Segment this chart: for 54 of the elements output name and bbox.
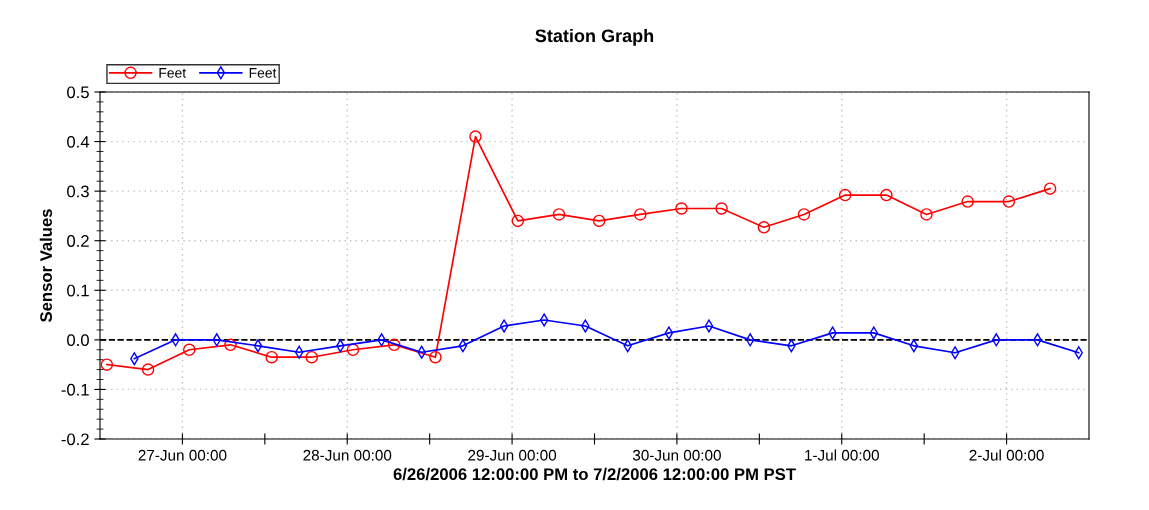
y-tick-label: 0.0 (67, 334, 89, 347)
point (909, 339, 919, 353)
point (305, 350, 319, 364)
point (458, 339, 468, 353)
point (346, 343, 360, 357)
legend-label: Feet (159, 68, 187, 78)
x-tick-label: 28-Jun 00:00 (303, 449, 392, 461)
point (961, 195, 974, 208)
point (511, 214, 525, 228)
point (183, 343, 196, 357)
point (950, 346, 960, 360)
point (715, 202, 728, 215)
y-tick-label: -0.1 (61, 383, 89, 396)
point (141, 363, 155, 376)
point (675, 202, 688, 215)
point (757, 221, 771, 234)
point (539, 313, 549, 327)
point (253, 339, 263, 353)
y-tick-label: 0.3 (67, 185, 89, 198)
point (920, 208, 933, 221)
chart-title: Station Graph (535, 28, 654, 46)
point (664, 326, 674, 340)
y-tick-label: -0.2 (61, 433, 89, 446)
y-tick-label: 0.5 (67, 86, 89, 99)
y-tick-label: 0.2 (67, 235, 89, 247)
point (1002, 195, 1016, 208)
point (387, 338, 401, 352)
legend-label: Feet (249, 68, 277, 78)
x-tick-label: 27-Jun 00:00 (138, 449, 227, 461)
y-tick-label: 0.4 (67, 135, 90, 148)
point (745, 333, 755, 347)
x-tick-label: 1-Jul 00:00 (805, 449, 879, 461)
point (797, 208, 811, 221)
point (499, 319, 509, 333)
point (265, 350, 278, 364)
y-axis-title: Sensor Values (39, 209, 53, 322)
point (100, 358, 114, 371)
point (429, 350, 442, 364)
point (552, 208, 566, 221)
point (469, 130, 482, 143)
x-axis-title: 6/26/2006 12:00:00 PM to 7/2/2006 12:00:00 PM PST (393, 467, 796, 481)
point (880, 188, 893, 202)
point (294, 345, 304, 359)
point (869, 326, 879, 340)
x-tick-label: 29-Jun 00:00 (468, 449, 557, 461)
x-tick-label: 30-Jun 00:00 (632, 449, 721, 461)
point (592, 214, 606, 228)
point (634, 208, 647, 221)
point (224, 338, 237, 352)
x-tick-label: 2-Jul 00:00 (969, 449, 1044, 461)
point (1043, 182, 1057, 195)
point (704, 319, 714, 333)
y-tick-label: 0.1 (67, 284, 89, 297)
point (838, 188, 852, 202)
